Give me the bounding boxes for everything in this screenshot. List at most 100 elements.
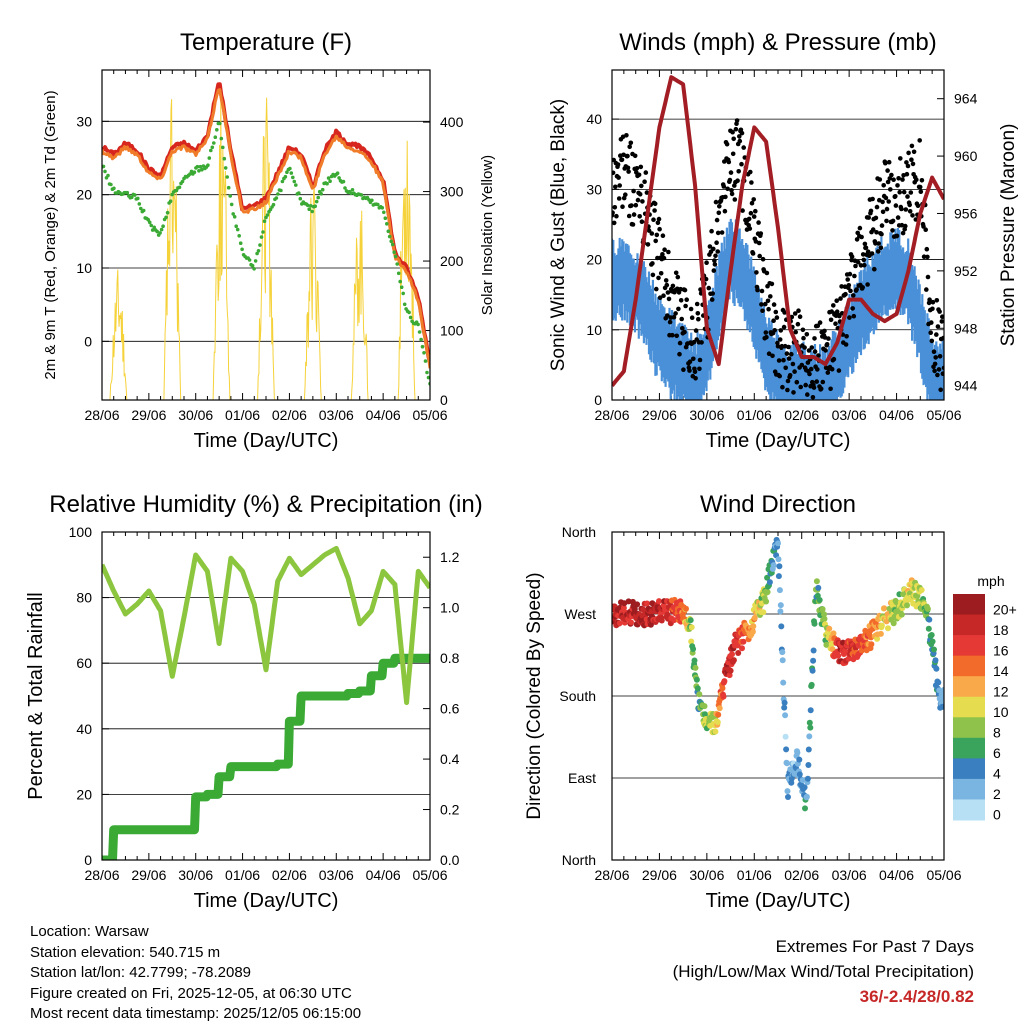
gust-point <box>665 290 671 295</box>
gust-point <box>854 287 859 292</box>
direction-point <box>819 606 826 613</box>
panel3-title: Relative Humidity (%) & Precipitation (i… <box>49 491 482 518</box>
direction-point <box>874 635 881 642</box>
gust-point <box>888 187 893 192</box>
gust-point <box>878 245 884 251</box>
gust-point <box>874 204 880 210</box>
gust-point <box>905 163 911 169</box>
dewpoint-point <box>221 145 225 150</box>
gust-point <box>938 387 943 393</box>
x-tick-label: 29/06 <box>131 407 166 423</box>
dewpoint-point <box>425 370 429 375</box>
gust-point <box>771 302 777 307</box>
dewpoint-point <box>294 183 298 187</box>
gust-point <box>619 157 625 163</box>
gust-point <box>746 216 752 222</box>
x-tick-label: 05/06 <box>412 407 447 423</box>
direction-point <box>801 784 808 791</box>
dewpoint-point <box>231 212 235 216</box>
gust-point <box>810 395 816 400</box>
gust-point <box>792 311 798 316</box>
y-tick-label: West <box>564 606 596 622</box>
direction-point <box>830 630 837 637</box>
gust-point <box>825 370 831 375</box>
gust-point <box>670 332 675 338</box>
gust-point <box>858 263 864 268</box>
gust-point <box>872 266 877 272</box>
dewpoint-point <box>177 185 182 190</box>
direction-point <box>796 756 803 763</box>
gust-point <box>651 217 656 222</box>
dewpoint-point <box>320 187 325 192</box>
colorbar-swatch <box>953 676 985 698</box>
gust-point <box>630 222 636 227</box>
direction-point <box>776 563 783 570</box>
direction-point <box>692 664 699 671</box>
gust-point <box>843 342 849 347</box>
gust-point <box>684 297 689 303</box>
dewpoint-point <box>165 210 170 215</box>
panel2-ylabel-right: Station Pressure (Maroon) <box>998 124 1019 347</box>
direction-point <box>727 667 734 674</box>
gust-point <box>928 330 933 336</box>
direction-point <box>691 657 698 664</box>
direction-point <box>810 657 817 664</box>
y-tick-label: 0 <box>594 392 602 408</box>
dewpoint-point <box>150 228 155 232</box>
gust-point <box>696 316 701 322</box>
gust-point <box>749 200 755 206</box>
direction-point <box>808 681 815 688</box>
gust-point <box>909 143 915 149</box>
direction-point <box>799 777 806 784</box>
gust-point <box>917 138 922 143</box>
gust-point <box>791 390 796 395</box>
dewpoint-point <box>382 210 386 215</box>
dewpoint-point <box>313 204 318 208</box>
x-tick-label: 01/06 <box>225 407 260 423</box>
gust-point <box>893 203 899 208</box>
solar-insolation-trace <box>212 88 231 400</box>
direction-point <box>806 719 813 726</box>
gust-point <box>795 321 801 327</box>
gust-point <box>633 202 639 208</box>
y-tick-label: North <box>562 852 596 868</box>
dewpoint-point <box>279 188 283 193</box>
gust-point <box>721 184 727 189</box>
direction-point <box>785 794 791 800</box>
gust-point <box>934 298 940 303</box>
dewpoint-point <box>253 259 258 263</box>
gust-point <box>712 262 718 267</box>
gust-point <box>793 329 798 335</box>
gust-point <box>632 153 638 159</box>
gust-point <box>927 297 932 303</box>
gust-point <box>815 367 820 372</box>
dewpoint-point <box>265 213 270 217</box>
direction-point <box>807 724 814 731</box>
gust-point <box>937 309 942 314</box>
x-tick-label: 28/06 <box>594 867 629 883</box>
gust-point <box>656 216 662 222</box>
gust-point <box>931 349 937 355</box>
gust-point <box>853 263 858 269</box>
gust-point <box>755 287 760 293</box>
y-tick-label: 20 <box>76 786 92 802</box>
direction-point <box>764 574 771 581</box>
gust-point <box>784 351 790 356</box>
gust-point <box>756 220 761 225</box>
y-right-tick-label: 1.2 <box>440 549 460 565</box>
x-tick-label: 02/06 <box>784 407 819 423</box>
gust-point <box>735 178 740 183</box>
y-right-tick-label: 948 <box>954 320 978 336</box>
gust-point <box>655 220 661 226</box>
gust-point <box>764 334 769 340</box>
gust-point <box>670 283 676 289</box>
direction-point <box>778 623 785 630</box>
gust-point <box>884 218 889 224</box>
gust-point <box>770 353 775 359</box>
gust-point <box>612 220 617 226</box>
gust-point <box>907 202 912 208</box>
dewpoint-point <box>130 195 134 199</box>
plot-area <box>612 536 944 812</box>
gust-point <box>883 160 888 166</box>
dewpoint-point <box>385 222 389 226</box>
